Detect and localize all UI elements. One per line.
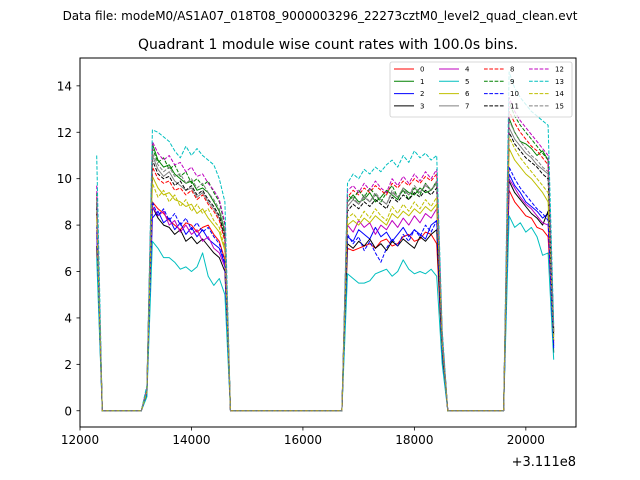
y-tick-label: 6 bbox=[64, 265, 72, 279]
legend-label-7: 7 bbox=[465, 102, 469, 110]
series-line-15 bbox=[96, 120, 555, 412]
x-tick-label: 18000 bbox=[395, 433, 433, 447]
legend-label-5: 5 bbox=[465, 78, 469, 86]
legend-box bbox=[389, 61, 573, 118]
x-offset-label: +3.111e8 bbox=[512, 455, 576, 470]
legend-label-0: 0 bbox=[420, 66, 424, 74]
plot-frame bbox=[79, 57, 577, 428]
x-tick-label: 16000 bbox=[284, 433, 322, 447]
y-tick-label: 14 bbox=[57, 79, 72, 93]
legend-label-12: 12 bbox=[555, 66, 564, 74]
legend-label-10: 10 bbox=[510, 90, 519, 98]
legend-label-6: 6 bbox=[465, 90, 470, 98]
legend-label-9: 9 bbox=[510, 78, 514, 86]
y-tick-label: 10 bbox=[57, 172, 72, 186]
legend-label-1: 1 bbox=[420, 78, 424, 86]
legend-label-14: 14 bbox=[555, 90, 564, 98]
legend-label-11: 11 bbox=[510, 102, 519, 110]
y-tick-label: 2 bbox=[64, 358, 72, 372]
legend-label-2: 2 bbox=[420, 90, 424, 98]
chart-suptitle: Data file: modeM0/AS1A07_018T08_90000032… bbox=[63, 9, 578, 23]
legend-label-15: 15 bbox=[555, 102, 564, 110]
legend-label-3: 3 bbox=[420, 102, 424, 110]
y-tick-label: 0 bbox=[64, 404, 72, 418]
y-tick-label: 12 bbox=[57, 126, 72, 140]
legend-label-4: 4 bbox=[465, 66, 470, 74]
y-tick-label: 4 bbox=[64, 311, 72, 325]
series-group bbox=[96, 71, 555, 412]
legend-label-13: 13 bbox=[555, 78, 564, 86]
x-tick-label: 12000 bbox=[61, 433, 99, 447]
y-axis: 0 2 4 6 8 10 12 14 bbox=[57, 79, 80, 418]
x-tick-label: 14000 bbox=[172, 433, 210, 447]
x-tick-label: 20000 bbox=[507, 433, 545, 447]
y-tick-label: 8 bbox=[64, 219, 72, 233]
x-axis: 12000 14000 16000 18000 20000 bbox=[61, 427, 545, 447]
chart-title: Quadrant 1 module wise count rates with … bbox=[138, 37, 518, 53]
legend-label-8: 8 bbox=[510, 66, 514, 74]
